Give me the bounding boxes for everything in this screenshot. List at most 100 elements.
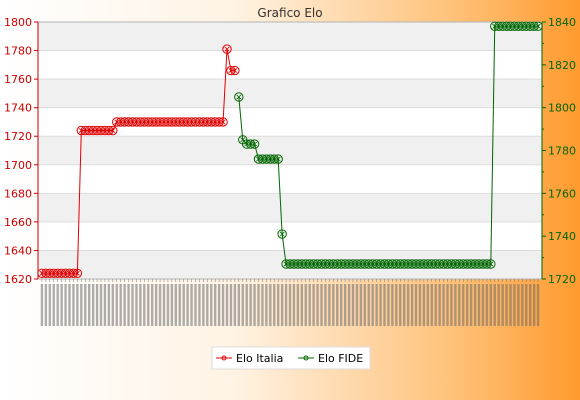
x-tick-label-mark: [391, 284, 394, 326]
data-point-cross: [535, 23, 541, 29]
legend-label-elo-fide: Elo FIDE: [318, 352, 363, 365]
x-tick-label-mark: [308, 284, 311, 326]
x-tick-label-mark: [446, 284, 449, 326]
data-point-cross: [236, 94, 242, 100]
grid-band: [38, 136, 542, 165]
data-point: [72, 268, 83, 278]
data-point-cross: [220, 119, 226, 125]
x-tick-label-mark: [485, 284, 489, 326]
x-tick-label-mark: [355, 284, 359, 326]
grid-band: [38, 193, 542, 222]
legend-marker-fide: [303, 355, 309, 361]
grid-band: [38, 22, 542, 51]
x-tick-label-mark: [517, 284, 520, 326]
data-point-cross: [74, 270, 80, 276]
x-tick-label-mark: [324, 284, 327, 326]
x-tick-label-mark: [229, 284, 233, 326]
data-point: [277, 229, 287, 239]
x-tick-label-mark: [509, 284, 512, 326]
x-tick-label-mark: [525, 284, 528, 326]
x-tick-label-mark: [174, 284, 178, 326]
x-tick-label-mark: [158, 284, 162, 326]
x-tick-label-mark: [237, 284, 241, 326]
x-tick-label-mark: [123, 284, 126, 326]
x-tick-label-mark: [347, 284, 351, 326]
left-tick-label: 1760: [4, 73, 32, 86]
x-tick-label-mark: [206, 284, 209, 326]
x-tick-label-mark: [477, 284, 481, 326]
x-tick-label-mark: [210, 284, 213, 326]
plot-area: [37, 21, 543, 280]
x-tick-label-mark: [426, 284, 430, 326]
x-tick-label-mark: [458, 284, 461, 326]
x-tick-label-mark: [387, 284, 390, 326]
x-tick-label-mark: [339, 284, 343, 326]
x-tick-label-mark: [233, 284, 237, 326]
legend-marker-italia: [221, 355, 227, 361]
left-tick-label: 1700: [4, 159, 32, 172]
x-tick-label-mark: [395, 284, 398, 326]
x-tick-label-mark: [154, 284, 158, 326]
legend-item-elo-italia: Elo Italia: [216, 352, 283, 365]
x-tick-label-mark: [91, 284, 95, 326]
data-point-cross: [252, 141, 258, 147]
x-tick-label-mark: [292, 284, 296, 326]
x-tick-label-mark: [536, 284, 540, 326]
x-tick-label-mark: [501, 284, 504, 326]
x-axis: [40, 279, 540, 326]
x-tick-label-mark: [328, 284, 331, 326]
legend-item-elo-fide: Elo FIDE: [298, 352, 363, 365]
x-tick-label-mark: [462, 284, 465, 326]
x-tick-label-mark: [261, 284, 264, 326]
left-tick-label: 1660: [4, 216, 32, 229]
x-tick-label-mark: [273, 284, 276, 326]
right-tick-label: 1840: [548, 16, 576, 29]
x-tick-label-mark: [430, 284, 433, 326]
data-point-cross: [279, 231, 285, 237]
x-tick-label-mark: [40, 284, 44, 326]
right-tick-label: 1720: [548, 273, 576, 286]
data-point: [533, 21, 543, 31]
x-tick-label-mark: [217, 284, 221, 326]
data-point: [108, 125, 118, 136]
x-tick-label-mark: [103, 284, 107, 326]
left-y-axis: 1620 1640 1660 1680 1700 1720 1740 1760 1780 1800: [4, 16, 39, 286]
left-tick-label: 1740: [4, 102, 32, 115]
x-tick-label-mark: [64, 284, 67, 326]
left-tick-label: 1800: [4, 16, 32, 29]
x-tick-label-mark: [95, 284, 99, 326]
x-tick-label-mark: [316, 284, 319, 326]
x-tick-label-mark: [383, 284, 386, 326]
x-tick-label-mark: [194, 284, 197, 326]
right-tick-label: 1780: [548, 145, 576, 158]
left-tick-label: 1640: [4, 244, 32, 257]
data-point-cross: [224, 46, 230, 52]
x-tick-label-mark: [320, 284, 323, 326]
x-tick-label-mark: [107, 284, 111, 326]
data-point-cross: [240, 137, 246, 143]
series-elo-italia: [37, 44, 240, 278]
data-point-cross: [488, 261, 494, 267]
x-tick-label-mark: [332, 284, 335, 326]
x-tick-label-mark: [190, 284, 193, 326]
x-tick-label-mark: [119, 284, 122, 326]
x-tick-label-mark: [202, 284, 205, 326]
right-tick-label: 1760: [548, 187, 576, 200]
x-tick-label-mark: [521, 284, 524, 326]
x-tick-label-mark: [225, 284, 229, 326]
data-point-cross: [110, 128, 116, 133]
x-tick-label-mark: [131, 284, 134, 326]
x-tick-label-mark: [150, 284, 154, 326]
x-tick-label-mark: [186, 284, 189, 326]
x-tick-label-mark: [84, 284, 87, 326]
data-point: [222, 44, 232, 54]
x-tick-label-mark: [406, 284, 410, 326]
x-tick-label-mark: [276, 284, 280, 326]
data-point-cross: [275, 156, 281, 162]
x-tick-label-mark: [402, 284, 406, 326]
x-tick-label-mark: [162, 284, 166, 326]
x-tick-label-mark: [304, 284, 307, 326]
x-tick-label-mark: [481, 284, 485, 326]
x-tick-label-mark: [166, 284, 170, 326]
